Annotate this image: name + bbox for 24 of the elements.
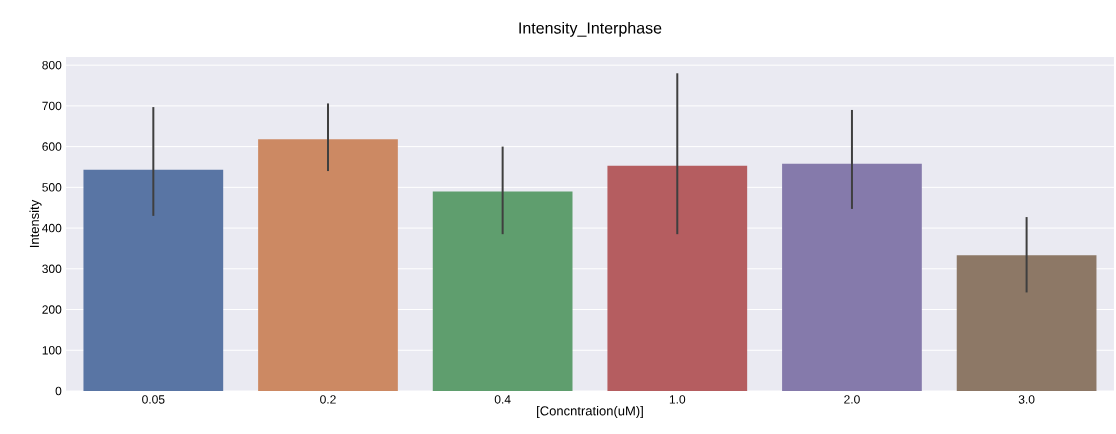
- bar: [83, 169, 224, 391]
- y-tick-label: 500: [42, 183, 62, 192]
- y-tick-label: 800: [42, 60, 62, 70]
- y-tick-label: 200: [42, 305, 62, 314]
- x-tick-label: 0.05: [142, 395, 165, 404]
- y-tick-label: 100: [42, 346, 62, 355]
- bar: [258, 139, 398, 391]
- x-tick-label: 3.0: [1018, 395, 1035, 404]
- bar: [432, 191, 573, 391]
- x-axis-title: [Concntration(uM)]: [537, 405, 643, 419]
- y-tick-label: 0: [55, 386, 62, 396]
- bar: [956, 255, 1097, 391]
- bar: [782, 163, 922, 391]
- y-tick-label: 400: [42, 223, 62, 233]
- bar: [607, 165, 748, 391]
- y-axis-title: Intensity: [29, 199, 42, 247]
- x-tick-label: 0.2: [320, 395, 336, 404]
- chart-title: Intensity_Interphase: [519, 21, 662, 37]
- y-tick-label: 700: [42, 101, 62, 111]
- y-tick-label: 600: [42, 142, 62, 151]
- x-tick-label: 1.0: [669, 395, 686, 404]
- y-tick-label: 300: [42, 264, 62, 274]
- x-tick-label: 2.0: [844, 395, 860, 404]
- x-tick-label: 0.4: [494, 395, 511, 404]
